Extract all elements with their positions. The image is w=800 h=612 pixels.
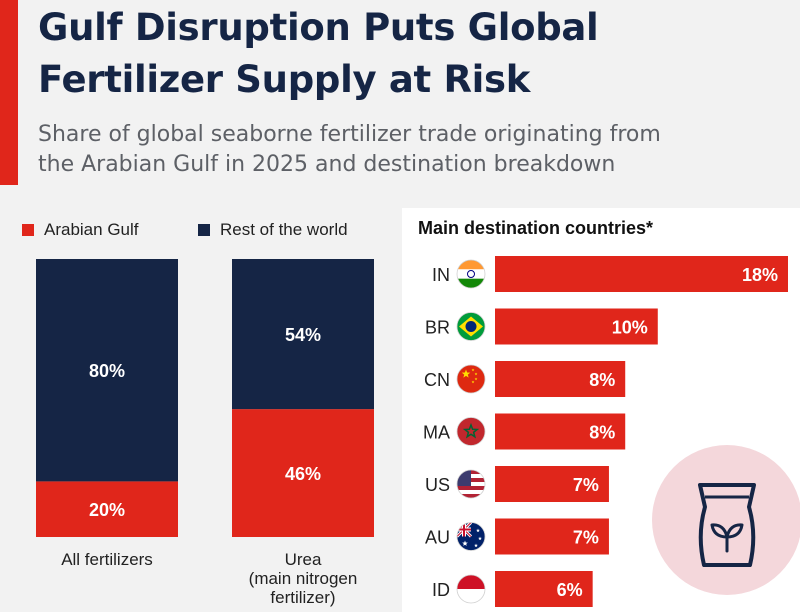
bar-BR xyxy=(495,308,658,345)
bar-IN xyxy=(495,256,788,292)
bar-label-gulf-1: 46% xyxy=(285,464,321,484)
country-label-US: US xyxy=(425,475,450,495)
india-flag-icon xyxy=(456,259,486,289)
indonesia-flag-icon xyxy=(456,574,486,604)
value-label-US: 7% xyxy=(573,475,599,495)
bar-gulf-1 xyxy=(232,409,374,537)
value-label-IN: 18% xyxy=(742,265,778,285)
bar-AU xyxy=(495,518,609,555)
subtitle-line-2: the Arabian Gulf in 2025 and destination… xyxy=(38,152,616,177)
bar-US xyxy=(495,466,609,502)
country-label-ID: ID xyxy=(432,580,450,600)
legend-label-gulf: Arabian Gulf xyxy=(44,220,139,239)
country-label-CN: CN xyxy=(424,370,450,390)
legend-swatch-rest xyxy=(198,224,210,236)
category-label-1-line-0: Urea xyxy=(285,550,322,569)
destination-bar-chart: 18% IN 10% BR 8% CN 8% MA 7% US 7% AU 6% ID xyxy=(423,256,788,607)
china-flag-icon xyxy=(456,364,486,394)
subtitle-line-1: Share of global seaborne fertilizer trad… xyxy=(38,122,661,147)
bar-label-rest-1: 54% xyxy=(285,325,321,345)
value-label-CN: 8% xyxy=(589,370,615,390)
fertilizer-bag-icon xyxy=(698,483,756,567)
country-label-AU: AU xyxy=(425,528,450,548)
category-label-1-line-2: fertilizer) xyxy=(270,588,335,607)
icon-circle xyxy=(652,445,800,595)
title-line-1: Gulf Disruption Puts Global xyxy=(38,6,599,49)
country-label-IN: IN xyxy=(432,265,450,285)
country-label-MA: MA xyxy=(423,423,450,443)
title-line-2: Fertilizer Supply at Risk xyxy=(38,58,531,101)
bar-gulf-0 xyxy=(36,481,178,537)
destination-panel: 18% IN 10% BR 8% CN 8% MA 7% US 7% AU 6% ID Main dest… xyxy=(402,208,800,612)
bar-label-gulf-0: 20% xyxy=(89,500,125,520)
bar-label-rest-0: 80% xyxy=(89,361,125,381)
bar-rest-0 xyxy=(36,259,178,482)
legend-item-gulf: Arabian Gulf xyxy=(22,220,139,240)
bar-MA xyxy=(495,413,626,450)
australia-flag-icon xyxy=(456,522,486,551)
legend-swatch-gulf xyxy=(22,224,34,236)
value-label-AU: 7% xyxy=(573,528,599,548)
page-subtitle: Share of global seaborne fertilizer trad… xyxy=(38,120,661,180)
legend-item-rest: Rest of the world xyxy=(198,220,348,240)
bar-ID xyxy=(495,571,593,607)
brazil-flag-icon xyxy=(456,312,486,341)
panel-title: Main destination countries* xyxy=(418,218,654,238)
bar-rest-1 xyxy=(232,259,374,410)
bar-CN xyxy=(495,361,626,397)
page-title: Gulf Disruption Puts Global Fertilizer S… xyxy=(38,2,599,106)
accent-bar xyxy=(0,0,18,185)
value-label-BR: 10% xyxy=(612,318,648,338)
stacked-bar-chart: 20% 80% All fertilizers 46% 54% Urea(main nit… xyxy=(36,259,374,607)
value-label-MA: 8% xyxy=(589,423,615,443)
value-label-ID: 6% xyxy=(557,580,583,600)
usa-flag-icon xyxy=(456,469,486,499)
category-label-1-line-1: (main nitrogen xyxy=(249,569,358,588)
category-label-0-line-0: All fertilizers xyxy=(61,550,153,569)
country-label-BR: BR xyxy=(425,318,450,338)
morocco-flag-icon xyxy=(456,417,486,446)
legend-label-rest: Rest of the world xyxy=(220,220,348,239)
